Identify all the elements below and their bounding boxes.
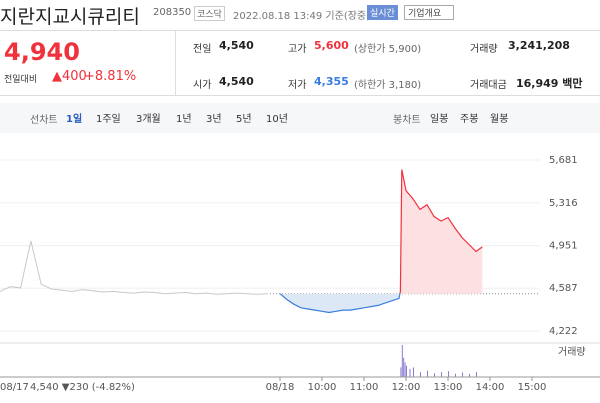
volume-bar [448, 371, 449, 377]
volume-bar [462, 372, 463, 377]
prev-line [0, 240, 269, 295]
x-tick-label: 08/18 [266, 382, 295, 393]
volume-bar [455, 373, 456, 377]
tab-label: 선차트 [30, 115, 58, 126]
volume-label: 거래량 [558, 346, 586, 358]
x-tick-label: 13:00 [434, 382, 463, 393]
timestamp: 2022.08.18 13:49 기준(장중) [233, 11, 371, 22]
tab[interactable]: 일봉 [430, 114, 449, 125]
x-tick-label: 15:00 [518, 382, 547, 393]
x-tick-label: 11:00 [350, 382, 379, 393]
tab[interactable]: 1년 [176, 114, 192, 125]
volume-bar [409, 369, 411, 377]
x-tick-label: 14:00 [476, 382, 505, 393]
volume-bar [406, 365, 407, 377]
price-area [280, 169, 483, 294]
volume-bar [403, 357, 405, 377]
price: 4,940 [4, 38, 80, 66]
volume-bar [404, 362, 406, 377]
volume-bar [434, 373, 435, 377]
prev-info: 4,540 ▼230 (-4.82%) [30, 382, 135, 393]
volume-bar [469, 373, 470, 377]
summary-value: 4,355 [314, 75, 349, 88]
x-tick-label: 12:00 [392, 382, 421, 393]
tab[interactable]: 3년 [206, 114, 222, 125]
summary-note: (하한가 3,180) [354, 80, 422, 91]
y-tick-label: 5,681 [549, 155, 578, 166]
chart: 4,222 4,587 4,951 5,316 5,681 거래량 08/18 10:00 11… [0, 155, 600, 393]
summary-label: 거래대금 [470, 80, 507, 91]
tab-label: 봉차트 [393, 115, 421, 126]
price-line [279, 169, 483, 294]
volume-bar [420, 372, 421, 377]
summary-value: 4,540 [219, 39, 254, 52]
volume-bar [400, 367, 402, 377]
tab[interactable]: 1주일 [96, 114, 121, 125]
volume-bar [476, 371, 477, 377]
change: ▲400 [52, 69, 87, 84]
tab[interactable]: 5년 [236, 114, 252, 125]
market-badge: 코스닥 [194, 6, 225, 21]
summary-value: 16,949 백만 [516, 77, 583, 90]
y-tick-label: 5,316 [549, 198, 578, 209]
summary-label: 시가 [193, 80, 212, 91]
price-line [279, 293, 401, 314]
summary-label: 고가 [288, 44, 307, 55]
volume-bar [401, 345, 403, 377]
volume-bar [427, 370, 428, 377]
y-tick-label: 4,951 [549, 241, 578, 252]
summary-value: 5,600 [314, 39, 349, 52]
summary-label: 전일 [193, 44, 212, 55]
summary-value: 3,241,208 [508, 39, 570, 52]
tab[interactable]: 10년 [266, 114, 288, 125]
price-area [280, 293, 483, 313]
prev-date: 08/17 [0, 382, 29, 393]
tab[interactable]: 1일 [66, 114, 83, 125]
stock-name: 지란지교시큐리티 [0, 6, 140, 28]
y-tick-label: 4,587 [549, 283, 578, 294]
change-label: 전일대비 [4, 75, 38, 85]
stock-code: 208350 [153, 7, 192, 18]
summary-value: 4,540 [219, 75, 254, 88]
company-button[interactable]: 기업개요 [404, 5, 455, 20]
summary-label: 거래량 [470, 44, 498, 55]
y-tick-label: 4,222 [549, 326, 578, 337]
change-pct: +8.81% [84, 69, 137, 84]
x-tick-label: 10:00 [308, 382, 337, 393]
summary-note: (상한가 5,900) [354, 44, 422, 55]
volume-bar [413, 367, 414, 377]
volume-bar [441, 372, 442, 377]
tab[interactable]: 3개월 [136, 114, 161, 125]
tab[interactable]: 주봉 [460, 114, 479, 125]
realtime-button[interactable]: 실시간 [367, 5, 398, 20]
summary-label: 저가 [288, 80, 307, 91]
tab[interactable]: 월봉 [490, 114, 509, 125]
